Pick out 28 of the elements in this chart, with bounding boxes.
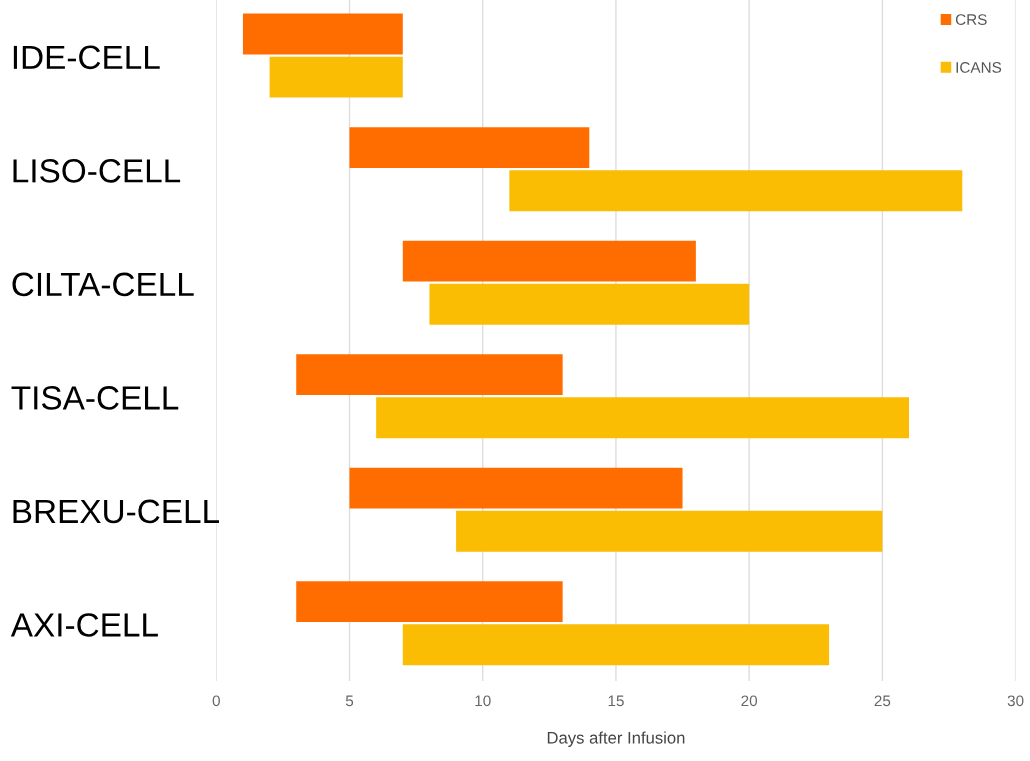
x-tick-label: 0: [212, 695, 220, 707]
bar: [242, 13, 403, 55]
x-tick-label: 25: [874, 695, 891, 707]
y-tick-label: LISO-CELL: [13, 159, 181, 183]
y-tick-label: CILTA-CELL: [12, 272, 194, 297]
y-tick-label: BREXU-CELL: [13, 499, 219, 524]
bar: [349, 467, 683, 509]
x-axis-title: Days after Infusion: [547, 731, 685, 747]
bar: [402, 624, 830, 666]
bar: [509, 170, 963, 212]
x-tick-label: 5: [345, 695, 354, 707]
bar: [429, 283, 750, 325]
x-tick-label: 30: [1007, 695, 1024, 707]
y-tick-label: IDE-CELL: [13, 45, 160, 70]
x-tick-label: 10: [475, 695, 491, 707]
bar: [456, 510, 883, 552]
y-tick-label: TISA-CELL: [11, 386, 179, 410]
bar: [349, 127, 590, 168]
y-tick-label: AXI-CELL: [10, 613, 158, 637]
bar: [376, 397, 910, 439]
x-tick-label: 15: [608, 695, 624, 707]
legend-label: CRS: [955, 14, 987, 25]
bar: [402, 240, 696, 282]
bar: [269, 56, 403, 98]
legend-label: ICANS: [956, 62, 1002, 73]
bar: [296, 581, 563, 623]
x-tick-label: 20: [741, 695, 758, 707]
bar: [296, 354, 563, 396]
